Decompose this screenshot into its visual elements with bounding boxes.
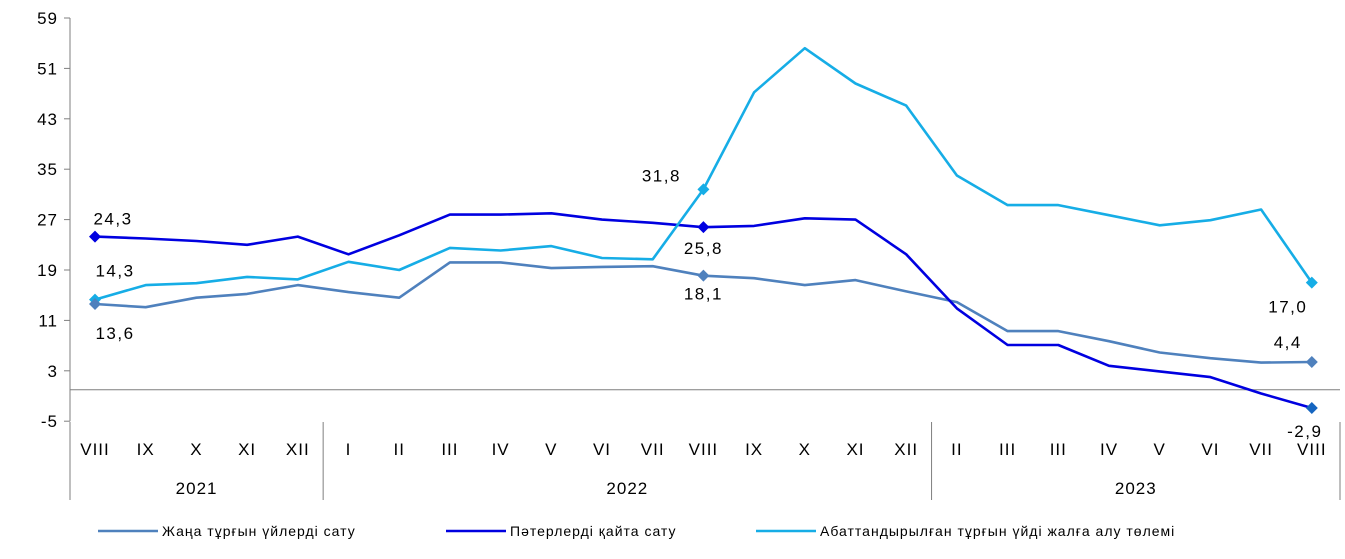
data-label: -2,9 — [1287, 422, 1322, 441]
data-point-marker — [89, 230, 101, 243]
series-markers — [89, 183, 1318, 414]
data-point-marker — [1305, 401, 1318, 414]
data-point-marker — [697, 221, 710, 234]
x-tick-label: VIII — [689, 440, 719, 459]
x-tick-label: XI — [846, 440, 864, 459]
x-tick-label: VI — [1201, 440, 1219, 459]
x-tick-label: VII — [1249, 440, 1273, 459]
y-tick-label: 43 — [37, 110, 58, 129]
year-label: 2022 — [606, 479, 648, 498]
data-point-marker — [697, 269, 710, 282]
series-line-3 — [94, 46, 1313, 301]
data-label: 31,8 — [642, 166, 681, 185]
legend-label-2: Пәтерлерді қайта сату — [510, 523, 677, 539]
data-label: 25,8 — [684, 239, 723, 258]
x-tick-label: VI — [593, 440, 611, 459]
year-label: 2023 — [1115, 479, 1157, 498]
x-tick-label: IV — [1100, 440, 1118, 459]
x-tick-label: V — [1154, 440, 1166, 459]
data-point-marker — [697, 183, 710, 196]
y-tick-label: 3 — [48, 362, 58, 381]
x-tick-label: II — [951, 440, 962, 459]
data-label: 17,0 — [1268, 298, 1307, 317]
legend-label-1: Жаңа тұрғын үйлерді сату — [162, 523, 356, 539]
x-tick-label: X — [799, 440, 811, 459]
x-tick-label: VIII — [80, 440, 110, 459]
data-point-marker — [1305, 276, 1318, 289]
x-tick-label: XI — [238, 440, 256, 459]
x-tick-label: IV — [492, 440, 510, 459]
y-tick-label: 19 — [37, 261, 58, 280]
x-tick-label: V — [545, 440, 557, 459]
data-point-marker — [1305, 355, 1318, 368]
x-tick-label: XII — [286, 440, 310, 459]
legend-label-3: Абаттандырылған тұрғын үйді жалға алу тө… — [820, 523, 1175, 539]
x-tick-label: III — [999, 440, 1016, 459]
data-label: 14,3 — [95, 262, 134, 281]
x-tick-label: II — [393, 440, 404, 459]
x-tick-label: VII — [641, 440, 665, 459]
y-tick-label: 11 — [38, 311, 58, 330]
x-tick-label: IX — [137, 440, 155, 459]
year-label: 2021 — [176, 479, 218, 498]
data-label: 4,4 — [1274, 333, 1302, 352]
data-label: 24,3 — [93, 210, 132, 229]
y-tick-label: 59 — [37, 9, 58, 28]
x-tick-label: VIII — [1297, 440, 1327, 459]
y-tick-label: 35 — [37, 160, 58, 179]
legend: Жаңа тұрғын үйлерді сату Пәтерлерді қайта… — [98, 523, 1175, 539]
x-tick-label: I — [346, 440, 352, 459]
x-tick-label: X — [190, 440, 202, 459]
data-label: 18,1 — [684, 285, 723, 304]
x-tick-label: III — [441, 440, 458, 459]
y-tick-label: -5 — [41, 412, 58, 431]
y-tick-label: 51 — [37, 59, 58, 78]
x-tick-label: IX — [745, 440, 763, 459]
x-tick-label: III — [1050, 440, 1067, 459]
y-tick-label: 27 — [37, 211, 58, 230]
data-labels: 24,3 14,3 13,6 31,8 25,8 18,1 17,0 4,4 -2,9 — [93, 166, 1322, 441]
data-point-marker — [89, 298, 101, 311]
data-label: 13,6 — [95, 324, 134, 343]
x-tick-label: XII — [894, 440, 918, 459]
